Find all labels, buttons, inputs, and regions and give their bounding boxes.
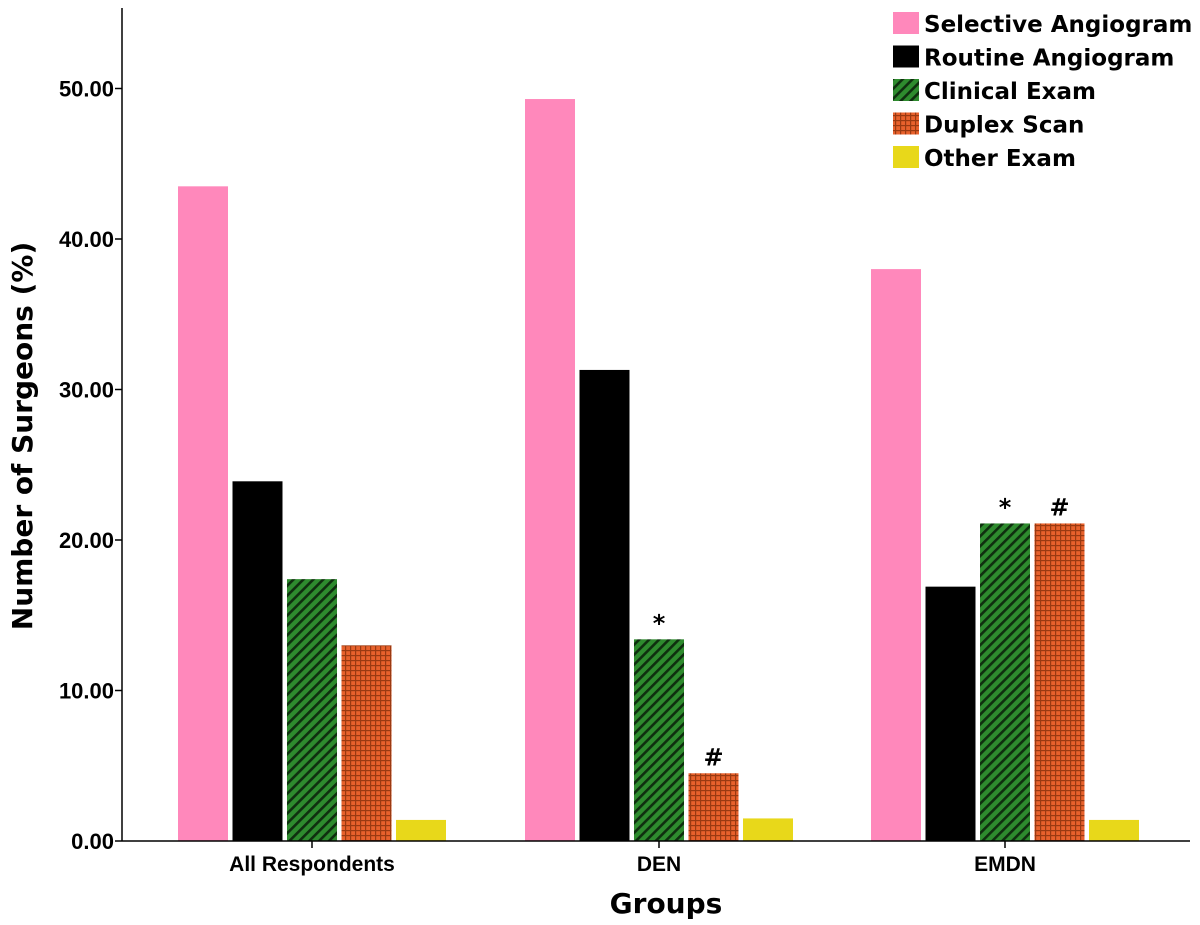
legend-item: Routine Angiogram [893,45,1174,72]
bar [287,579,337,841]
bar-group [525,99,793,841]
y-tick-label: 10.00 [59,679,114,704]
legend-item: Other Exam [893,146,1076,172]
legend-label: Other Exam [924,146,1076,172]
bar [925,586,976,841]
bar-group [871,269,1139,842]
bar [396,819,446,841]
x-tick-label: EMDN [974,853,1036,876]
bar-group [178,186,446,841]
legend-swatch [893,45,919,68]
y-tick-label: 50.00 [59,77,114,102]
y-axis-title: Number of Surgeons (%) [6,242,39,630]
legend-swatch [893,12,919,34]
significance-marker: * [999,493,1012,521]
y-tick-label: 20.00 [59,528,114,553]
legend-item: Clinical Exam [893,79,1096,105]
legend-label: Clinical Exam [924,79,1096,105]
y-tick-label: 40.00 [59,227,114,252]
legend: Selective Angiogram Routine Angiogram Clin… [893,12,1192,172]
bar [871,269,921,842]
bar [341,645,392,841]
y-tick-label: 0.00 [71,829,114,854]
x-tick-label: All Respondents [229,853,395,876]
plot-area [178,99,1139,842]
significance-marker: * [653,609,666,637]
legend-swatch [893,146,919,168]
legend-swatch [893,79,919,101]
y-tick-label: 30.00 [59,378,114,403]
legend-item: Duplex Scan [893,112,1084,139]
bar [980,523,1030,841]
significance-marker: # [703,743,723,771]
bar [178,186,228,841]
bar [1089,819,1139,841]
bar [232,481,283,841]
bar [688,773,739,841]
legend-label: Selective Angiogram [924,12,1192,38]
bar [1034,523,1085,841]
legend-item: Selective Angiogram [893,12,1192,38]
bar [743,818,793,841]
significance-marker: # [1049,493,1069,521]
legend-swatch [893,112,919,135]
x-tick-label: DEN [637,853,681,876]
y-axis: 0.00 10.00 20.00 30.00 40.00 50.00 [59,8,123,854]
x-axis-title: Groups [610,887,723,920]
significance-annotations: * # * # [653,493,1070,771]
legend-label: Duplex Scan [924,113,1084,139]
bar [579,369,630,841]
legend-label: Routine Angiogram [924,46,1174,72]
bar [525,99,575,841]
x-axis: All Respondents DEN EMDN [122,840,1190,876]
bar [634,639,684,841]
